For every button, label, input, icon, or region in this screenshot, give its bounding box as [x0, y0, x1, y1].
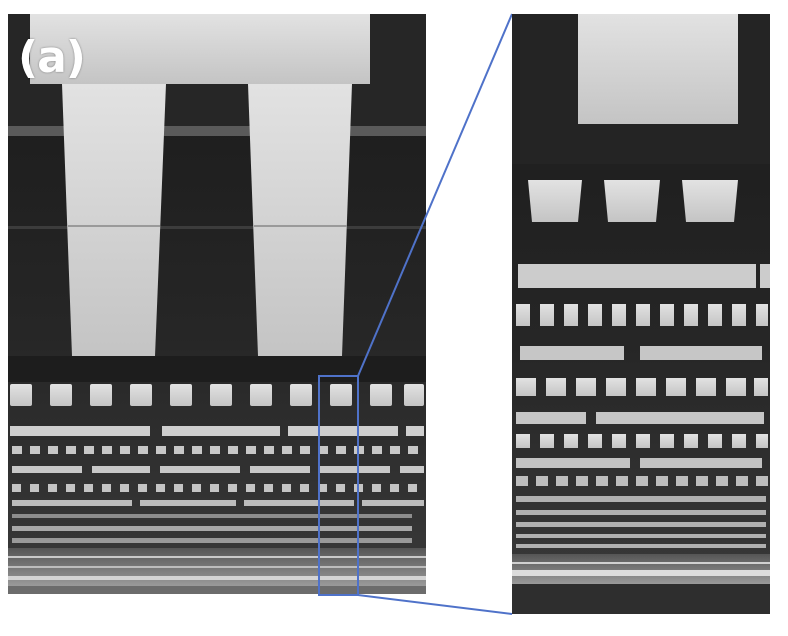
zoom-inset-panel: [512, 14, 770, 614]
left-panel: [8, 14, 426, 594]
zoom-selection-box: [318, 375, 359, 596]
zoom-connector-top: [357, 13, 513, 377]
panel-label: (a): [18, 32, 86, 83]
zoom-connector-bottom: [357, 594, 513, 615]
